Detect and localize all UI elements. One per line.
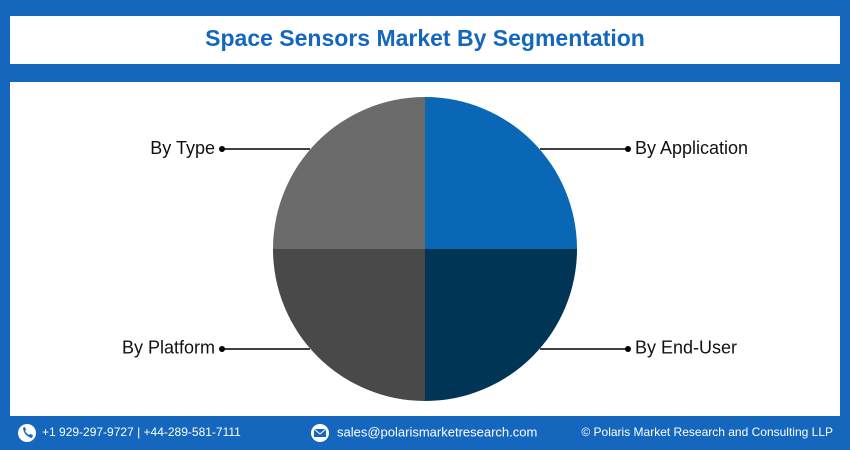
leader-dot [219,146,225,153]
footer-copyright: © Polaris Market Research and Consulting… [581,425,833,439]
leader-dot [625,345,631,352]
slice-label: By Type [150,138,215,158]
pie-slice [425,97,577,249]
slice-label: By End-User [635,338,737,358]
email-flap [313,428,327,435]
chart-title: Space Sensors Market By Segmentation [205,25,645,51]
phone-icon [18,424,36,442]
email-glyph [314,429,326,437]
pie: By Application By End-User By Platform By T… [122,97,748,401]
pie-slice [273,249,425,401]
footer: +1 929-297-9727 | +44-289-581-7111 sales… [18,424,833,442]
title-box [10,16,840,64]
leader-dot [625,146,631,153]
pie-slice [273,97,425,249]
leader-dot [219,345,225,352]
footer-phone: +1 929-297-9727 | +44-289-581-7111 [42,425,241,439]
phone-glyph [23,427,33,438]
slice-label: By Application [635,138,748,158]
footer-email: sales@polarismarketresearch.com [337,424,537,439]
slice-label: By Platform [122,338,215,358]
pie-slice [425,249,577,401]
